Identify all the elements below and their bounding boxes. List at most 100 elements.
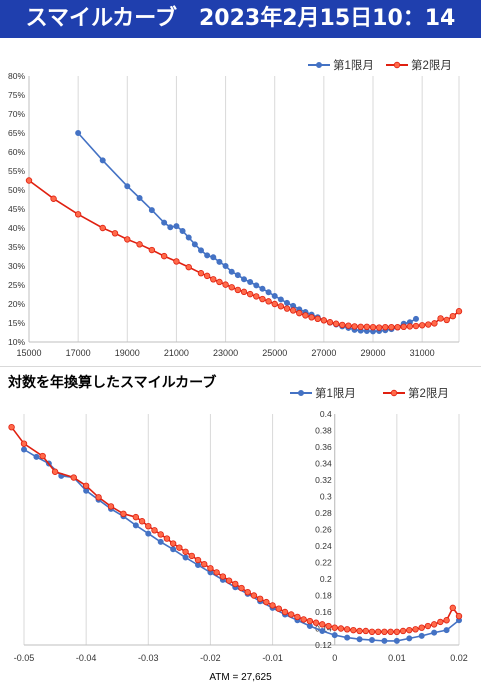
c2-series-2-point bbox=[157, 531, 164, 538]
c1-series-2-point bbox=[124, 236, 131, 243]
c1-series-2-point bbox=[345, 322, 352, 329]
c2-series-2-point bbox=[39, 452, 46, 460]
c2-series-2-point bbox=[331, 624, 338, 631]
c2-series-2-point bbox=[120, 510, 127, 518]
c1-x-tick-label: 17000 bbox=[66, 348, 91, 358]
c1-series-2-point bbox=[265, 298, 272, 305]
c1-y-tick-label: 20% bbox=[8, 299, 25, 309]
c2-series-1-point bbox=[431, 629, 438, 636]
c2-x-tick-label: 0.02 bbox=[450, 653, 468, 663]
c2-series-2-point bbox=[319, 621, 326, 628]
c1-y-tick-label: 55% bbox=[8, 166, 25, 176]
c2-series-2-point bbox=[306, 617, 314, 625]
chart2-legend: 第1限月 第2限月 bbox=[290, 386, 449, 400]
c2-y-tick-label: 0.22 bbox=[315, 558, 332, 568]
c2-series-1-point bbox=[33, 453, 40, 460]
c2-series-2-point bbox=[232, 580, 239, 588]
c2-x-tick-label: -0.03 bbox=[138, 653, 159, 663]
c1-series-2-point bbox=[455, 308, 463, 315]
c1-series-2-point bbox=[363, 323, 371, 330]
c2-series-1-point bbox=[132, 522, 139, 529]
c1-series-1-point bbox=[277, 296, 284, 303]
c1-series-1-point bbox=[99, 157, 106, 164]
c2-series-2-point bbox=[151, 527, 158, 534]
c1-y-tick-label: 10% bbox=[8, 337, 25, 347]
c2-series-2-point bbox=[250, 592, 258, 599]
c1-x-tick-label: 21000 bbox=[164, 348, 189, 358]
c1-series-2-point bbox=[50, 195, 57, 202]
c2-series-2-point bbox=[424, 622, 432, 630]
c1-series-2-point bbox=[185, 263, 192, 271]
c2-series-2-point bbox=[145, 522, 152, 530]
c1-series-2-point bbox=[418, 322, 426, 329]
c1-series-2-point bbox=[308, 314, 315, 321]
c1-series-2-point bbox=[425, 321, 432, 328]
c1-series-1-point bbox=[259, 285, 266, 292]
c2-series-2-point bbox=[430, 621, 438, 628]
c1-series-2-point bbox=[240, 288, 248, 296]
chart1-grid bbox=[28, 76, 460, 342]
c2-series-2-point bbox=[281, 608, 289, 616]
c1-series-1-point bbox=[265, 289, 272, 296]
c2-series-2-point bbox=[300, 616, 307, 623]
c2-series-2-point bbox=[375, 628, 382, 635]
c2-series-1-point bbox=[157, 538, 164, 545]
c1-series-1-point bbox=[228, 268, 235, 275]
c1-series-1-point bbox=[412, 315, 419, 322]
c1-series-2-line bbox=[28, 179, 460, 329]
c2-series-1-point bbox=[319, 627, 326, 634]
c2-series-1-point bbox=[331, 632, 338, 639]
c2-series-2-point bbox=[138, 518, 146, 525]
c2-series-2-point bbox=[256, 595, 264, 602]
c2-series-1-point bbox=[418, 632, 425, 639]
c1-series-2-point bbox=[25, 177, 33, 184]
c2-series-1-point bbox=[145, 530, 152, 537]
c1-y-tick-label: 75% bbox=[8, 90, 25, 100]
c1-series-1-point bbox=[216, 258, 223, 265]
c2-series-1-point bbox=[406, 635, 413, 642]
c2-series-1-point bbox=[443, 627, 450, 634]
c1-series-2-point bbox=[210, 276, 217, 283]
c1-series-2-point bbox=[369, 323, 377, 331]
c1-series-1-point bbox=[253, 282, 260, 289]
c1-y-tick-label: 15% bbox=[8, 318, 25, 328]
c2-series-1-point bbox=[393, 637, 400, 644]
c1-series-1-point bbox=[75, 130, 82, 137]
c2-series-2-point bbox=[343, 626, 351, 633]
c2-series-2-point bbox=[443, 617, 450, 624]
c2-y-tick-label: 0.12 bbox=[315, 640, 332, 650]
c2-y-tick-label: 0.26 bbox=[315, 525, 332, 535]
c1-series-2-point bbox=[394, 323, 401, 331]
c1-x-tick-label: 29000 bbox=[360, 348, 385, 358]
c2-series-2-point bbox=[294, 613, 301, 621]
c2-legend-label-2: 第2限月 bbox=[408, 386, 449, 400]
atm-label: ATM = 27,625 bbox=[209, 672, 272, 683]
chart1-axes: 15000 17000 19000 21000 23000 25000 27000 29000… bbox=[8, 71, 459, 358]
c2-y-tick-label: 0.36 bbox=[315, 442, 332, 452]
c1-series-2-point bbox=[222, 281, 229, 288]
c2-x-tick-label: 0.01 bbox=[388, 653, 406, 663]
c1-series-2-point bbox=[111, 230, 119, 237]
c2-series-2-point bbox=[263, 598, 270, 606]
c2-x-tick-label: -0.05 bbox=[14, 653, 35, 663]
c2-series-2-point bbox=[406, 626, 413, 634]
section2-title: 対数を年換算したスマイルカーブ bbox=[8, 375, 217, 391]
c2-series-2-point bbox=[368, 628, 376, 635]
c2-series-1-point bbox=[20, 446, 27, 453]
c2-series-2-point bbox=[244, 588, 251, 596]
c2-series-2-point bbox=[393, 628, 401, 635]
c2-series-2-point bbox=[325, 622, 332, 630]
chart1-series bbox=[25, 130, 463, 335]
header-bar: スマイルカーブ 2023年2月15日10：14 bbox=[0, 0, 481, 38]
c1-series-2-point bbox=[326, 319, 334, 326]
c1-y-tick-label: 30% bbox=[8, 261, 25, 271]
c2-legend-marker-2 bbox=[390, 389, 398, 397]
c1-legend-marker-1 bbox=[315, 61, 322, 68]
c1-series-2-point bbox=[203, 272, 211, 280]
c2-series-2-point bbox=[288, 611, 295, 618]
c2-x-tick-label: 0 bbox=[332, 653, 337, 663]
c2-series-2-point bbox=[455, 612, 463, 620]
c1-series-2-point bbox=[375, 324, 383, 331]
c2-series-2-point bbox=[8, 424, 15, 431]
c1-series-2-point bbox=[357, 323, 364, 330]
